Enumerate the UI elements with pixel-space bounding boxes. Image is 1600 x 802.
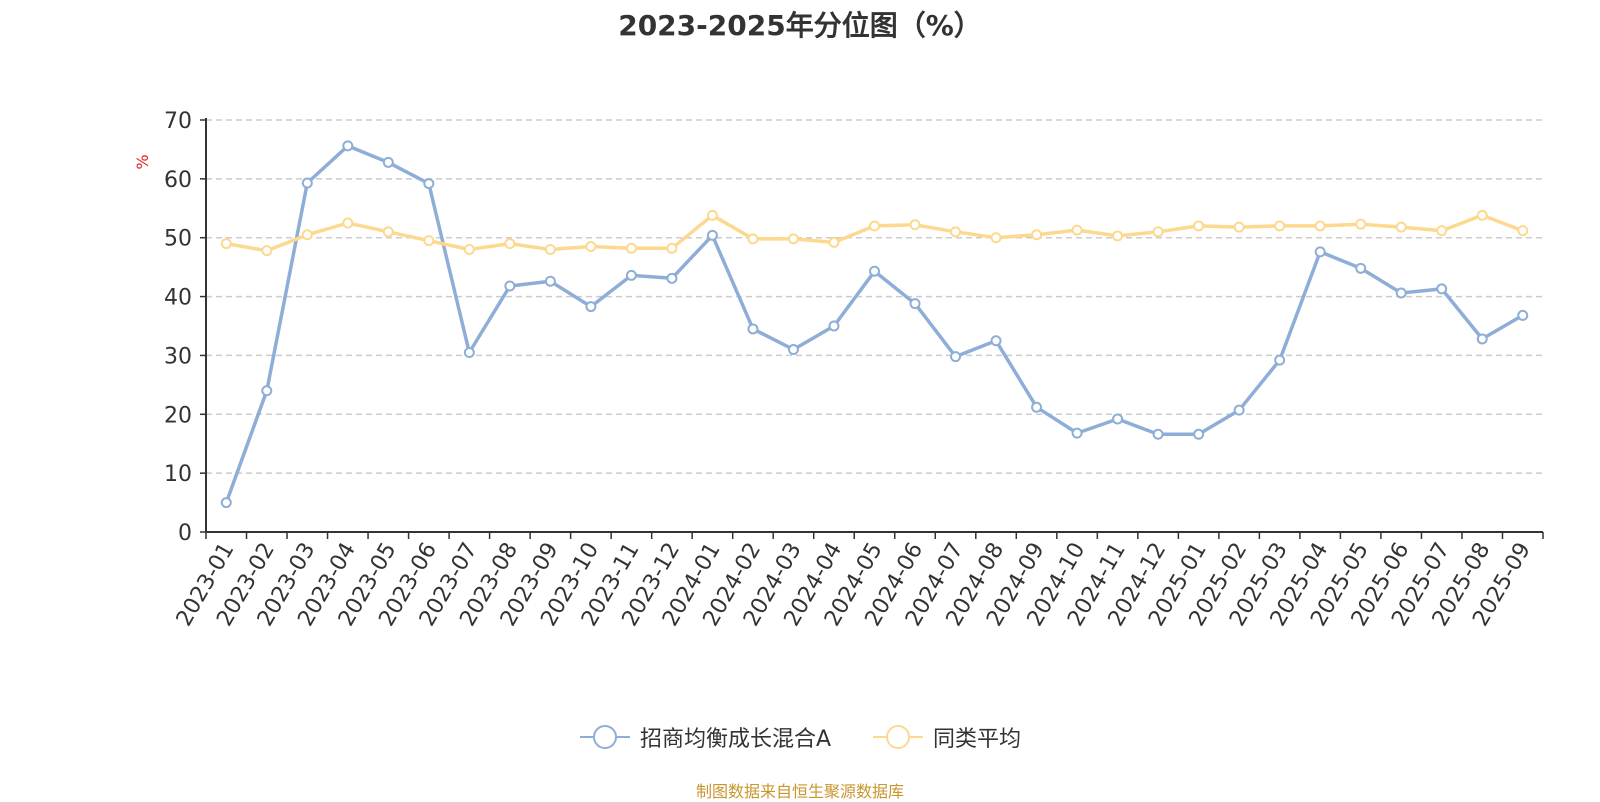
legend-item-series-1[interactable]: 招商均衡成长混合A xyxy=(580,722,831,752)
data-point-series-2 xyxy=(1395,221,1407,233)
data-point-series-1 xyxy=(1274,354,1286,366)
data-point-series-2 xyxy=(1071,224,1083,236)
data-point-series-2 xyxy=(1152,226,1164,238)
data-point-series-1 xyxy=(1071,427,1083,439)
data-point-series-2 xyxy=(1436,225,1448,237)
y-tick-label: 60 xyxy=(164,168,192,193)
data-point-series-1 xyxy=(585,301,597,313)
data-point-series-1 xyxy=(1314,246,1326,258)
y-tick-label: 70 xyxy=(164,109,192,134)
data-point-series-2 xyxy=(544,243,556,255)
data-point-series-2 xyxy=(1193,220,1205,232)
y-tick-label: 0 xyxy=(178,521,192,546)
series-line-1 xyxy=(224,144,1524,504)
data-point-series-1 xyxy=(1517,309,1529,321)
data-point-series-1 xyxy=(625,269,637,281)
legend-label: 同类平均 xyxy=(933,727,1022,752)
data-point-series-1 xyxy=(828,320,840,332)
data-point-series-1 xyxy=(1476,333,1488,345)
data-point-series-1 xyxy=(301,177,313,189)
data-point-series-1 xyxy=(787,344,799,356)
data-point-series-2 xyxy=(342,217,354,229)
data-point-series-1 xyxy=(342,140,354,152)
data-point-series-1 xyxy=(463,346,475,358)
y-tick-label: 50 xyxy=(164,227,192,252)
y-tick-label: 10 xyxy=(164,462,192,487)
y-axis-label: % xyxy=(133,154,152,169)
data-point-series-1 xyxy=(869,265,880,277)
data-point-series-1 xyxy=(544,275,556,287)
data-point-series-1 xyxy=(1112,413,1124,425)
data-point-series-2 xyxy=(220,238,232,250)
data-point-series-1 xyxy=(909,298,921,310)
data-point-series-2 xyxy=(423,235,435,247)
data-point-series-1 xyxy=(1031,401,1043,413)
data-point-series-2 xyxy=(261,245,273,257)
y-tick-label: 40 xyxy=(164,286,192,311)
y-tick-label: 20 xyxy=(164,403,192,428)
data-point-series-2 xyxy=(1233,221,1245,233)
data-point-series-1 xyxy=(1395,287,1407,299)
data-point-series-2 xyxy=(1031,229,1043,241)
chart-title: 2023-2025年分位图（%） xyxy=(618,9,982,42)
data-source-note: 制图数据来自恒生聚源数据库 xyxy=(695,782,904,801)
data-point-series-2 xyxy=(747,233,759,245)
legend-marker-icon xyxy=(580,725,630,749)
data-point-series-1 xyxy=(747,323,759,335)
y-tick-label: 30 xyxy=(164,344,192,369)
data-point-series-1 xyxy=(950,351,962,363)
data-point-series-2 xyxy=(1355,218,1367,230)
data-point-series-2 xyxy=(382,226,394,238)
data-point-series-2 xyxy=(1112,230,1124,242)
data-point-series-1 xyxy=(1355,262,1367,274)
data-point-series-2 xyxy=(990,232,1002,244)
data-point-series-1 xyxy=(382,156,394,168)
data-point-series-2 xyxy=(1314,220,1326,232)
data-point-series-1 xyxy=(706,229,718,241)
data-point-series-2 xyxy=(787,233,799,245)
data-point-series-2 xyxy=(463,243,475,255)
data-point-series-2 xyxy=(909,219,921,231)
legend-marker-icon xyxy=(873,725,923,749)
data-point-series-2 xyxy=(828,236,840,248)
data-point-series-2 xyxy=(706,209,718,221)
data-point-series-2 xyxy=(950,226,962,238)
data-point-series-2 xyxy=(504,238,516,250)
data-point-series-2 xyxy=(666,242,678,254)
data-point-series-1 xyxy=(1193,428,1205,440)
data-point-series-1 xyxy=(1233,404,1245,416)
data-point-series-1 xyxy=(220,497,232,509)
data-point-series-2 xyxy=(585,241,597,253)
data-point-series-2 xyxy=(869,220,880,232)
data-point-series-2 xyxy=(1274,220,1286,232)
data-point-series-1 xyxy=(261,385,273,397)
data-point-series-1 xyxy=(990,335,1002,347)
data-point-series-2 xyxy=(301,229,313,241)
legend-label: 招商均衡成长混合A xyxy=(640,727,832,752)
data-point-series-1 xyxy=(666,272,678,284)
data-point-series-1 xyxy=(504,280,516,292)
data-point-series-1 xyxy=(1436,283,1448,295)
data-point-series-1 xyxy=(1152,428,1164,440)
legend-item-series-2[interactable]: 同类平均 xyxy=(873,722,1021,752)
data-point-series-1 xyxy=(423,178,435,190)
data-point-series-2 xyxy=(1476,209,1488,221)
data-point-series-2 xyxy=(625,242,637,254)
data-point-series-2 xyxy=(1517,225,1529,237)
